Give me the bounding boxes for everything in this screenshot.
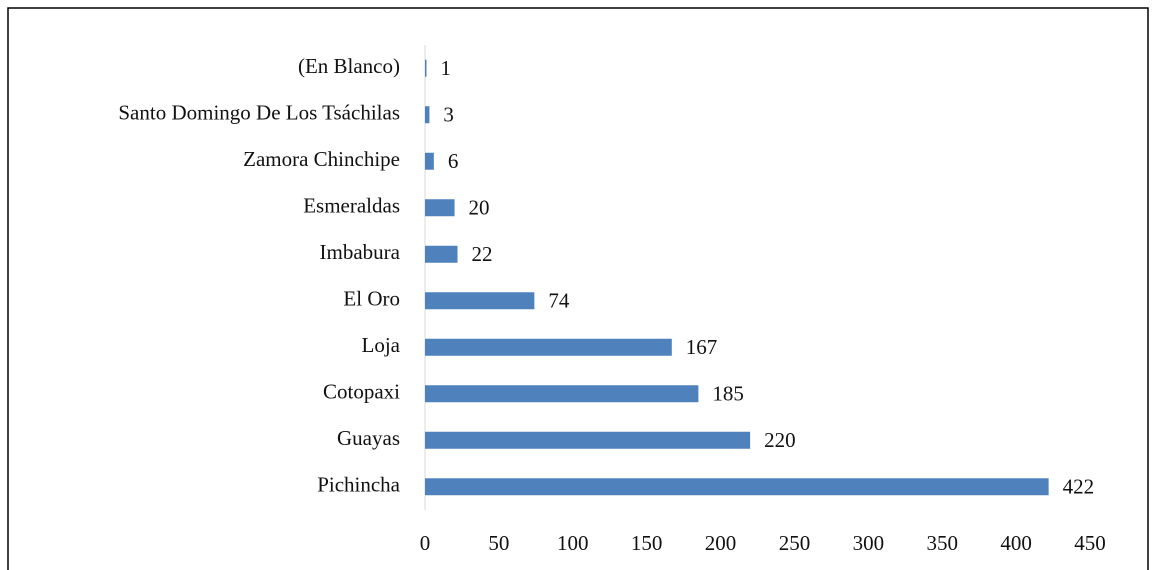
- y-tick-label: Imbabura: [320, 240, 401, 264]
- x-tick-label: 400: [1000, 531, 1032, 555]
- bar: [425, 152, 434, 170]
- bar: [425, 245, 458, 263]
- y-tick-label: El Oro: [343, 287, 400, 311]
- x-tick-label: 450: [1074, 531, 1106, 555]
- y-tick-label: Guayas: [337, 426, 400, 450]
- data-label: 6: [448, 149, 459, 173]
- data-label: 3: [443, 103, 454, 127]
- y-tick-label: Cotopaxi: [323, 380, 400, 404]
- data-label: 167: [686, 335, 718, 359]
- bar: [425, 385, 699, 403]
- bar: [425, 292, 535, 310]
- y-tick-label: Loja: [362, 333, 401, 357]
- x-tick-label: 150: [631, 531, 663, 555]
- bar: [425, 338, 672, 356]
- bar: [425, 106, 430, 124]
- y-tick-label: Santo Domingo De Los Tsáchilas: [118, 101, 400, 125]
- bar: [425, 431, 751, 449]
- data-label: 20: [469, 196, 490, 220]
- x-tick-label: 300: [853, 531, 885, 555]
- y-tick-label: Zamora Chinchipe: [243, 147, 400, 171]
- x-tick-label: 50: [488, 531, 509, 555]
- x-tick-label: 200: [705, 531, 737, 555]
- x-tick-label: 250: [779, 531, 811, 555]
- x-tick-label: 350: [926, 531, 958, 555]
- bar: [425, 59, 427, 77]
- data-label: 22: [472, 242, 493, 266]
- bar: [425, 199, 455, 217]
- data-label: 1: [440, 56, 451, 80]
- data-label: 74: [548, 289, 570, 313]
- x-tick-label: 100: [557, 531, 589, 555]
- data-label: 422: [1063, 475, 1095, 499]
- bar: [425, 478, 1049, 496]
- x-tick-label: 0: [420, 531, 431, 555]
- y-tick-label: (En Blanco): [298, 54, 400, 78]
- data-label: 185: [712, 382, 744, 406]
- data-label: 220: [764, 428, 796, 452]
- frame: [7, 7, 1149, 570]
- y-tick-label: Esmeraldas: [303, 194, 400, 218]
- y-tick-label: Pichincha: [317, 473, 400, 497]
